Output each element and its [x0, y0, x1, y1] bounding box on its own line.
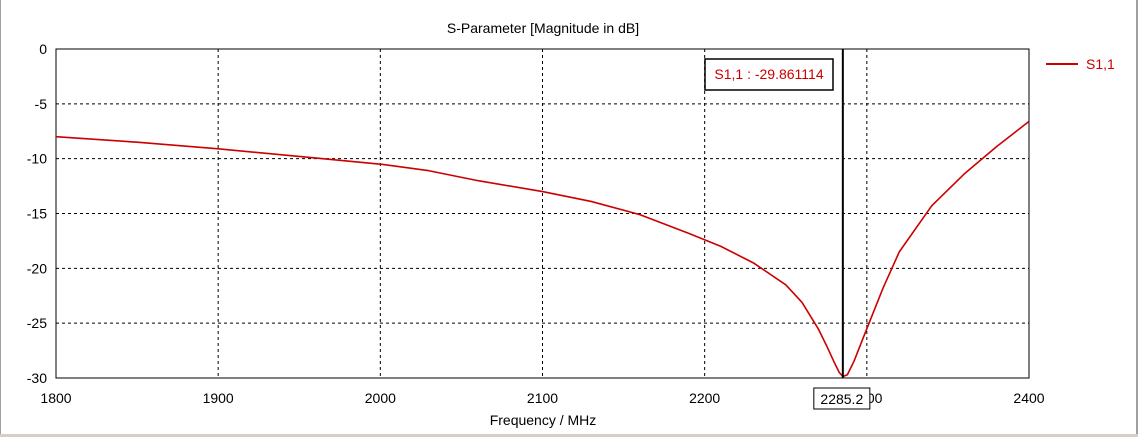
marker-readout-box	[704, 58, 834, 91]
x-tick-label: 2100	[527, 390, 558, 406]
x-tick-label: 1900	[203, 390, 234, 406]
x-tick-label: 2200	[689, 390, 720, 406]
x-axis-ticks: 1800190020002100220023002400	[40, 390, 1044, 406]
marker-x-box	[813, 387, 871, 410]
legend-label[interactable]: S1,1	[1086, 56, 1115, 72]
series-line-s11	[55, 120, 1030, 378]
window-border-bottom	[0, 434, 1138, 437]
marker-readout: S1,1 : -29.861114	[714, 66, 823, 82]
series-layer	[55, 120, 1030, 378]
y-tick-label: -15	[27, 206, 47, 222]
y-tick-label: -10	[27, 151, 47, 167]
y-tick-label: -20	[27, 260, 47, 276]
x-axis-label: Frequency / MHz	[490, 412, 597, 428]
y-tick-label: -5	[35, 96, 48, 112]
y-axis-ticks: 0 -5 -10 -15 -20 -25 -30	[27, 41, 47, 386]
y-tick-label: 0	[39, 41, 47, 57]
window-border-right	[1136, 0, 1138, 437]
chart-title: S-Parameter [Magnitude in dB]	[447, 20, 639, 36]
y-tick-label: -30	[27, 370, 47, 386]
x-tick-label: 1800	[40, 390, 71, 406]
y-tick-label: -25	[27, 315, 47, 331]
window-border-left	[0, 0, 1, 437]
plot-area	[55, 48, 1030, 379]
legend[interactable]: S1,1	[1046, 56, 1115, 72]
x-tick-label: 2000	[365, 390, 396, 406]
marker-x-label: 2285.2	[820, 391, 863, 407]
grid	[56, 49, 1029, 378]
marker-layer[interactable]: S1,1 : -29.861114 2285.2	[704, 49, 871, 410]
x-tick-label: 2400	[1013, 390, 1044, 406]
